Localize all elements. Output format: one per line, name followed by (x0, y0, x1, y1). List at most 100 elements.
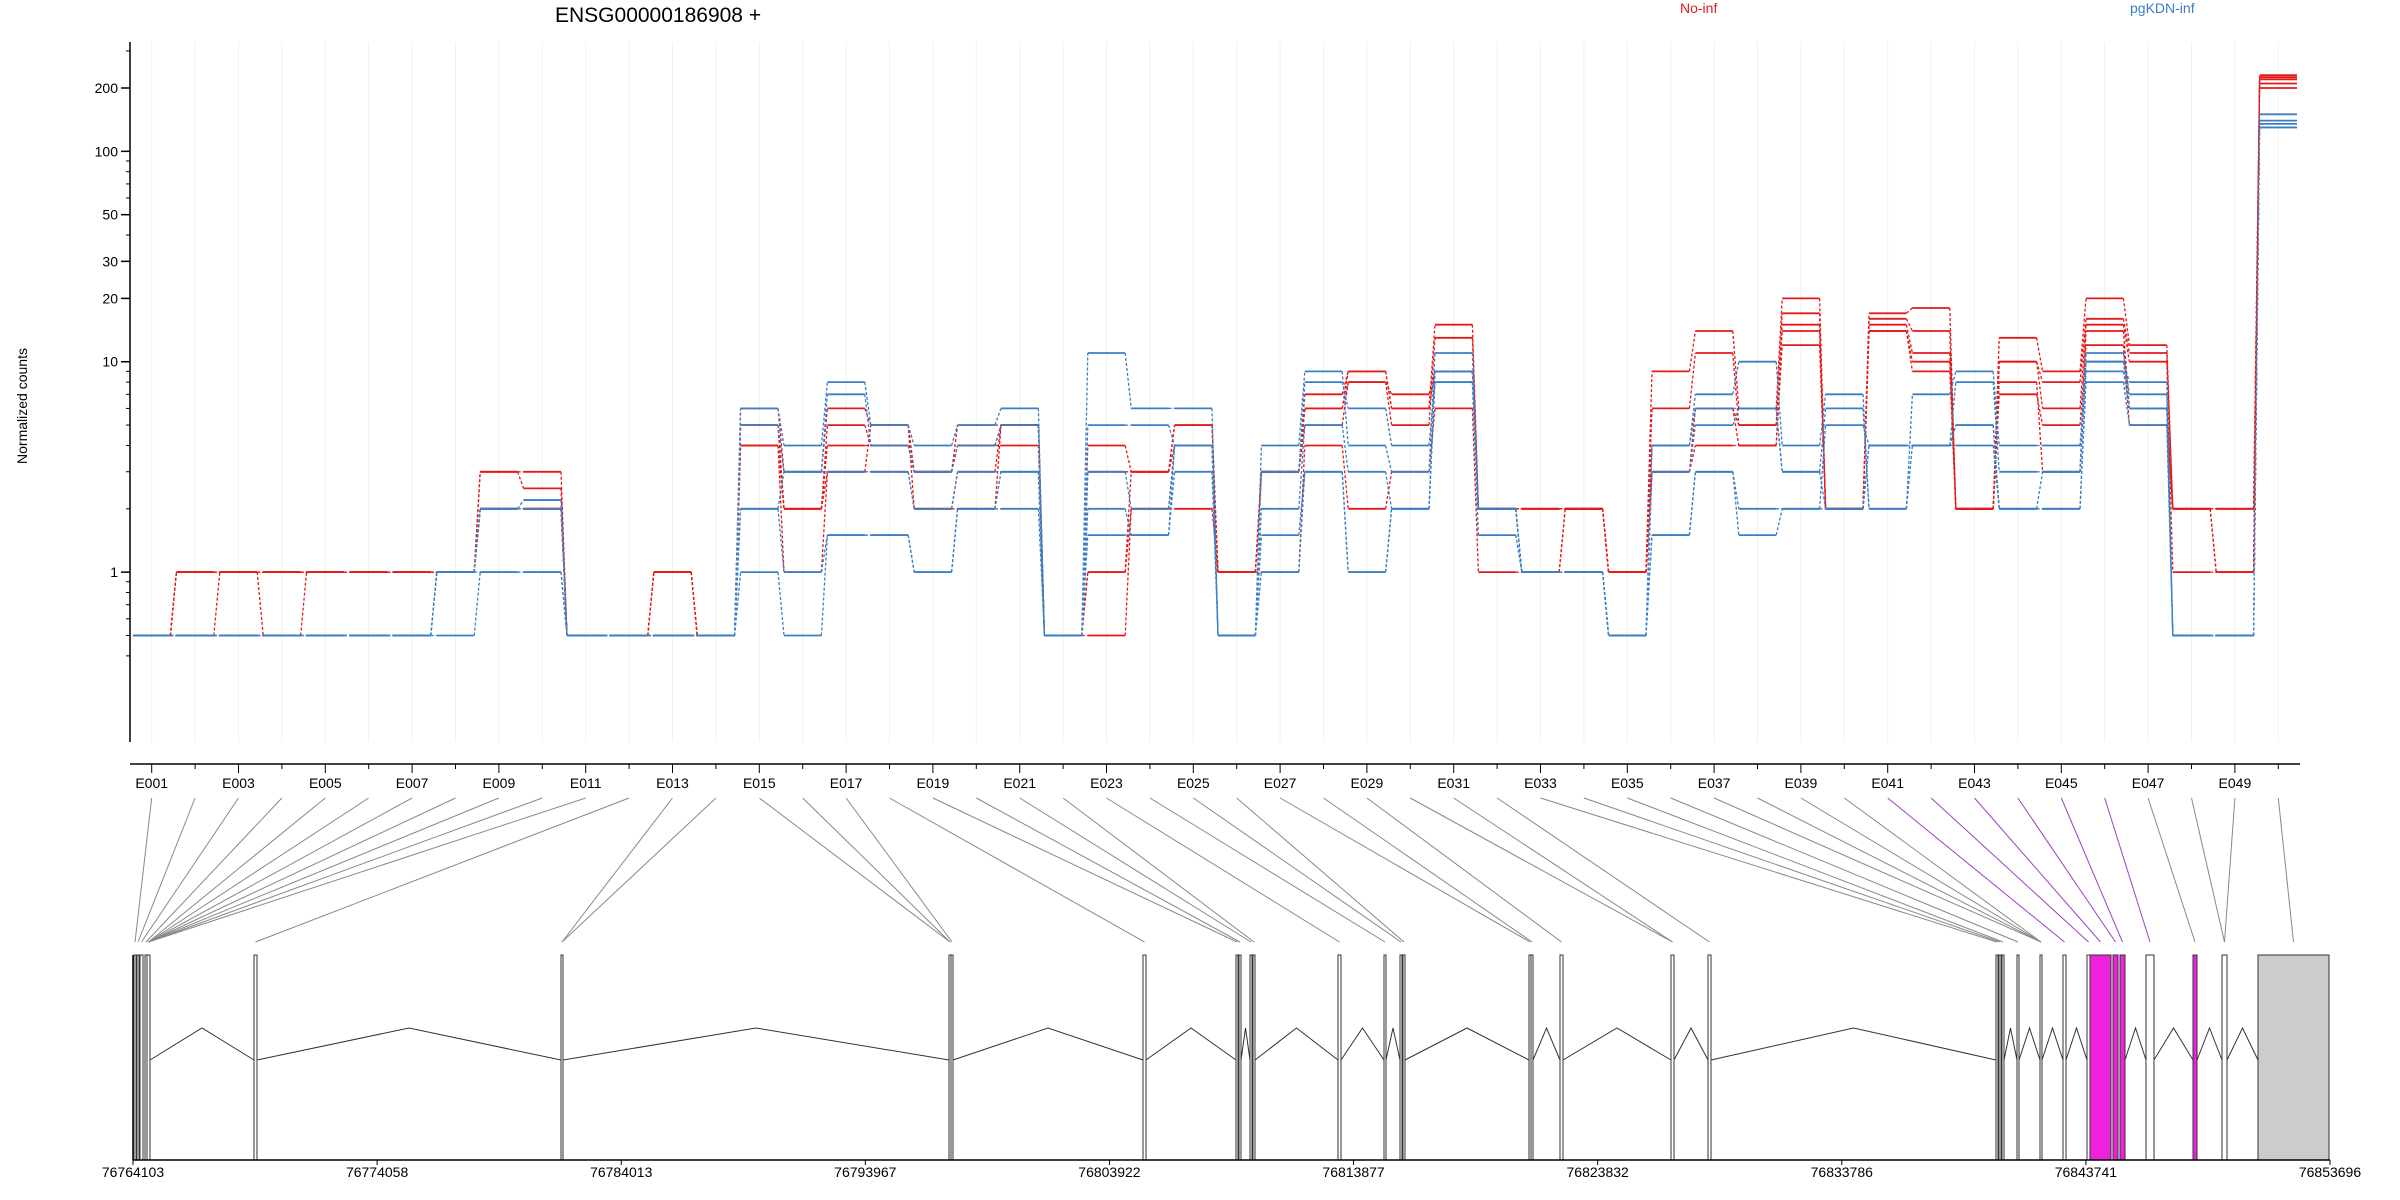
intron-line (1340, 1027, 1385, 1061)
exon-connector (1323, 797, 1533, 943)
x-tick-label: E017 (830, 775, 863, 791)
exon-block (2062, 954, 2067, 1161)
x-tick-label: E019 (917, 775, 950, 791)
intron-line (2153, 1027, 2194, 1061)
x-tick-label: E045 (2045, 775, 2078, 791)
x-tick-label: E047 (2132, 775, 2165, 791)
x-tick-label: E031 (1437, 775, 1470, 791)
exon-connector (932, 797, 1238, 943)
x-tick-label: E007 (396, 775, 429, 791)
exon-block (2039, 954, 2043, 1161)
intron-line (952, 1027, 1144, 1061)
coordinate-label: 76774058 (346, 1164, 409, 1180)
exon-block (1383, 954, 1387, 1161)
exon-connector (2104, 797, 2151, 943)
exon-block (1238, 954, 1242, 1161)
coordinate-label: 76853696 (2299, 1164, 2362, 1180)
exon-block (136, 954, 140, 1161)
exon-block (2119, 954, 2126, 1161)
series-segments (133, 126, 2297, 637)
exon-connector (137, 797, 196, 943)
exon-block (1530, 954, 1534, 1161)
intron-line (1404, 1027, 1530, 1061)
exon-connector (976, 797, 1241, 943)
exon-connector (889, 797, 1145, 943)
exon-connector (561, 797, 717, 943)
exon-block (139, 954, 144, 1161)
y-tick-label: 100 (95, 143, 119, 159)
exon-connector (1844, 797, 2042, 943)
exon-connector (758, 797, 951, 943)
x-tick-label: E049 (2219, 775, 2252, 791)
exon-connector (1366, 797, 1562, 943)
exon-block (2112, 954, 2119, 1161)
exon-connector (2017, 797, 2116, 943)
exon-block (1252, 954, 1256, 1161)
exon-connector (1149, 797, 1386, 943)
intron-line (2124, 1026, 2147, 1061)
exon-block (950, 954, 954, 1161)
gene-model (132, 954, 2330, 1161)
coordinate-label: 76813877 (1322, 1164, 1385, 1180)
exon-block (560, 954, 564, 1161)
exon-block (1399, 954, 1403, 1161)
exon-connector (1236, 797, 1405, 943)
exon-connector (1106, 797, 1340, 943)
coordinate-label: 76793967 (834, 1164, 897, 1180)
exon-block (1402, 954, 1406, 1161)
exon-connector (148, 797, 543, 943)
series-pgkdn-inf-9 (133, 126, 2297, 637)
exon-connector (1062, 797, 1255, 943)
plot-series (133, 74, 2297, 637)
exon-connector (1453, 797, 1673, 943)
exon-connector (1757, 797, 2042, 943)
intron-line (2065, 1026, 2088, 1061)
coordinate-label: 76803922 (1078, 1164, 1141, 1180)
exon-connector (1019, 797, 1252, 943)
x-tick-label: E025 (1177, 775, 1210, 791)
coordinate-label: 76784013 (590, 1164, 653, 1180)
y-tick-label: 20 (102, 290, 118, 306)
exon-connector (802, 797, 951, 943)
exon-connector (145, 797, 283, 943)
exon-block (1235, 954, 1239, 1161)
intron-line (1562, 1027, 1672, 1061)
exon-connector (2191, 797, 2225, 943)
coordinate-label: 76843741 (2055, 1164, 2118, 1180)
intron-line (1385, 1027, 1401, 1061)
exon-connector (561, 797, 673, 943)
chart-title: ENSG00000186908 + (555, 4, 761, 27)
exon-connector (1670, 797, 2019, 943)
x-tick-label: E043 (1958, 775, 1991, 791)
exon-connector (134, 797, 153, 943)
exon-connector (141, 797, 239, 943)
y-tick-label: 1 (110, 564, 118, 580)
x-tick-label: E041 (1871, 775, 1904, 791)
exon-block (1707, 954, 1712, 1161)
x-tick-label: E023 (1090, 775, 1123, 791)
exon-block (2221, 954, 2228, 1161)
exon-block (2016, 954, 2020, 1161)
x-axis: E001 E003 E005 E007 E009 E011 E013 E015 E017 E019… (130, 763, 2300, 791)
exon-connector (148, 797, 586, 943)
exon-connector (148, 797, 456, 943)
x-tick-label: E009 (483, 775, 516, 791)
intron-line (2226, 1026, 2259, 1061)
exon-connector (1193, 797, 1402, 943)
exon-block (133, 954, 137, 1161)
exon-connector (148, 797, 369, 943)
exon-block (1142, 954, 1147, 1161)
exon-connector (2224, 797, 2236, 943)
exon-block (1559, 954, 1564, 1161)
coordinate-label: 76764103 (102, 1164, 165, 1180)
intron-line (1673, 1026, 1709, 1061)
y-tick-label: 200 (95, 80, 119, 96)
x-tick-label: E013 (656, 775, 689, 791)
exon-connector (1540, 797, 1998, 943)
x-tick-label: E001 (135, 775, 168, 791)
intron-line (149, 1027, 255, 1061)
x-tick-label: E039 (1785, 775, 1818, 791)
x-tick-label: E021 (1003, 775, 1036, 791)
x-tick-label: E011 (570, 775, 602, 791)
